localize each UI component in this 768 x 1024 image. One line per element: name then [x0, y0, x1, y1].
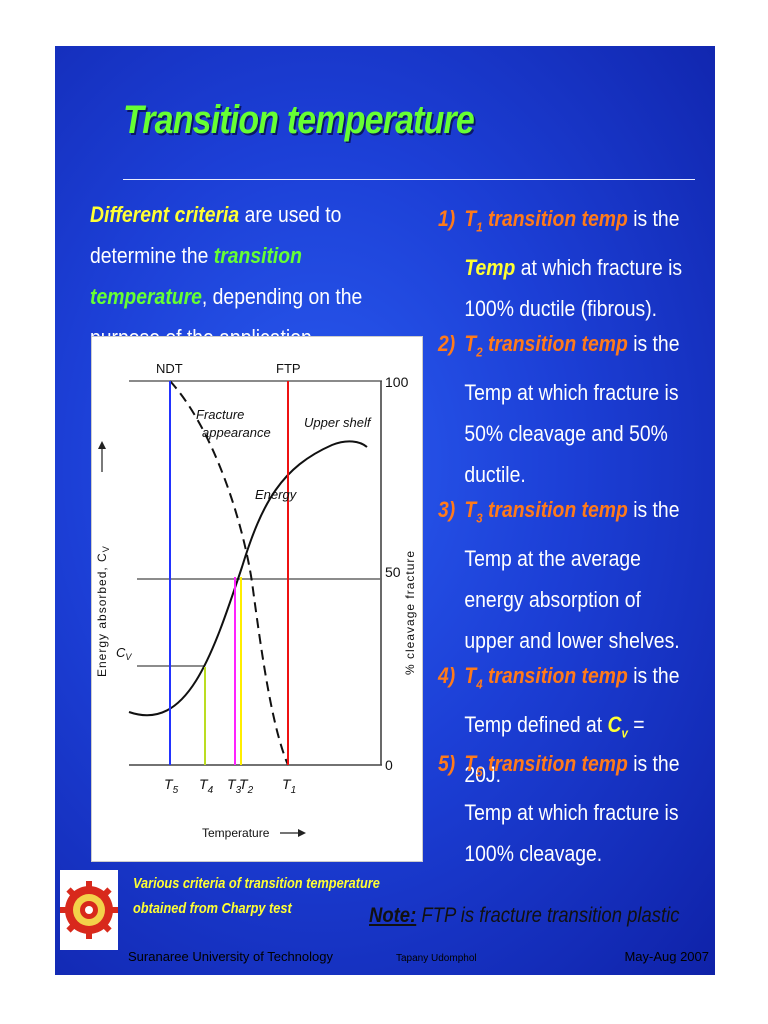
fracture-appearance-curve [169, 380, 289, 766]
item-highlight: Temp [464, 255, 516, 281]
t3-label: T3 [227, 776, 242, 796]
left-axis-arrow-head [98, 441, 106, 449]
criteria-item-4: 4) T4 transition temp is the Temp define… [438, 655, 684, 787]
item-symbol: T [464, 497, 477, 522]
ftp-label: FTP [276, 361, 301, 376]
item-symbol: T [464, 751, 477, 776]
t2-label: T2 [239, 776, 254, 796]
criteria-item-3: 3) T3 transition temp is the Temp at the… [438, 489, 684, 655]
x-axis-label: Temperature [202, 826, 270, 840]
slide-title: Transition temperature [123, 98, 475, 142]
item-label: transition temp [482, 331, 628, 356]
intro-text: Different criteria are used to determine… [90, 194, 398, 358]
footer-author: Tapany Udomphol [396, 953, 477, 964]
right-tick-0: 0 [385, 757, 393, 773]
footer-university: Suranaree University of Technology [128, 949, 333, 964]
ndt-label: NDT [156, 361, 183, 376]
left-axis-label: Energy absorbed, CV [95, 545, 111, 677]
item-text: is the Temp at which fracture is 100% cl… [464, 751, 680, 867]
item-number: 4) [438, 663, 456, 688]
intro-highlight-criteria: Different criteria [90, 202, 240, 227]
university-logo [60, 870, 118, 950]
item-text: is the Temp at which fracture is 50% cle… [464, 331, 680, 488]
item-number: 5) [438, 751, 456, 776]
item-symbol: T [464, 331, 477, 356]
note: Note: FTP is fracture transition plastic [369, 904, 679, 928]
cv-label: CV [116, 645, 132, 662]
item-symbol: T [464, 663, 477, 688]
right-tick-50: 50 [385, 564, 401, 580]
energy-label: Energy [255, 487, 298, 502]
item-text: at which fracture is 100% ductile (fibro… [464, 255, 683, 322]
item-number: 3) [438, 497, 456, 522]
item-highlight: C [607, 712, 622, 738]
title-divider [123, 179, 695, 180]
note-label: Note: [369, 904, 417, 927]
t1-label: T1 [282, 776, 296, 796]
item-label: transition temp [482, 751, 628, 776]
item-text: = 20J. [464, 712, 645, 787]
energy-curve [128, 440, 368, 717]
right-axis-label: % cleavage fracture [403, 550, 417, 675]
intro-text-part: are used to determine the [90, 202, 342, 268]
note-text: FTP is fracture transition plastic [416, 904, 680, 927]
item-subscript: 1 [476, 219, 483, 235]
fracture-label: Fracture [196, 407, 244, 422]
criteria-list: 1) T1 transition temp is the Temp at whi… [438, 198, 715, 868]
item-subscript: 4 [476, 676, 483, 692]
item-label: transition temp [482, 497, 628, 522]
item-text: is the Temp defined at [464, 663, 680, 738]
criteria-item-2: 2) T2 transition temp is the Temp at whi… [438, 323, 684, 489]
x-axis-arrow-head [298, 829, 306, 837]
appearance-label: appearance [202, 425, 271, 440]
t5-label: T5 [164, 776, 179, 796]
item-symbol: T [464, 206, 477, 231]
criteria-item-5: 5) T5 transition temp is the Temp at whi… [438, 743, 684, 868]
item-highlight-subscript: v [621, 725, 628, 741]
item-label: transition temp [482, 663, 628, 688]
item-text: is the Temp at the average energy absorp… [464, 497, 680, 654]
footer-date: May-Aug 2007 [624, 949, 709, 964]
right-tick-100: 100 [385, 374, 409, 390]
item-number: 1) [438, 206, 456, 231]
intro-highlight-transition: transition temperature [90, 243, 302, 309]
item-number: 2) [438, 331, 456, 356]
item-subscript: 3 [476, 510, 483, 526]
t4-label: T4 [199, 776, 214, 796]
item-subscript: 5 [476, 764, 483, 780]
charpy-diagram: NDT FTP 100 50 0 % cleavage fracture Ene… [95, 361, 417, 840]
item-subscript: 2 [476, 344, 483, 360]
slide: Transition temperature Different criteri… [55, 46, 715, 975]
figure-caption: Various criteria of transition temperatu… [133, 875, 380, 917]
criteria-item-1: 1) T1 transition temp is the Temp at whi… [438, 198, 684, 323]
item-label: transition temp [482, 206, 628, 231]
item-text: is the [627, 206, 680, 231]
upper-shelf-label: Upper shelf [304, 415, 372, 430]
charpy-figure: NDT FTP 100 50 0 % cleavage fracture Ene… [91, 336, 423, 862]
